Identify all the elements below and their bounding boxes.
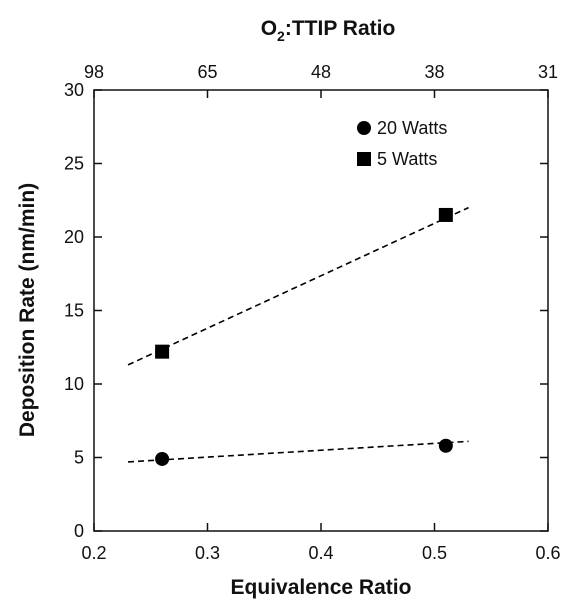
y-tick-label: 20 bbox=[64, 227, 84, 247]
y-tick-label: 10 bbox=[64, 374, 84, 394]
fit-line-5-watts bbox=[127, 206, 469, 366]
legend-marker-20-watts bbox=[357, 121, 371, 135]
top-tick-label: 65 bbox=[197, 62, 217, 82]
x-axis-title: Equivalence Ratio bbox=[231, 576, 412, 599]
x-tick-label: 0.5 bbox=[422, 543, 447, 563]
y-tick-label: 0 bbox=[74, 521, 84, 541]
y-axis-title: Deposition Rate (nm/min) bbox=[16, 183, 39, 437]
top-tick-label: 48 bbox=[311, 62, 331, 82]
marker-20-watts bbox=[438, 438, 453, 453]
y-tick-label: 5 bbox=[74, 448, 84, 468]
top-axis-title: O2:TTIP Ratio bbox=[261, 17, 396, 44]
top-tick-label: 98 bbox=[84, 62, 104, 82]
legend-marker-5-watts bbox=[357, 152, 371, 166]
x-tick-label: 0.2 bbox=[81, 543, 106, 563]
top-tick-label: 31 bbox=[538, 62, 558, 82]
x-tick-label: 0.6 bbox=[535, 543, 560, 563]
y-tick-label: 25 bbox=[64, 154, 84, 174]
legend-label-5-watts: 5 Watts bbox=[377, 149, 437, 169]
x-tick-label: 0.4 bbox=[308, 543, 333, 563]
legend: 20 Watts 5 Watts bbox=[357, 118, 447, 169]
marker-5-watts bbox=[155, 344, 170, 359]
y-tick-label: 30 bbox=[64, 80, 84, 100]
top-tick-label: 38 bbox=[424, 62, 444, 82]
data-markers bbox=[155, 207, 453, 466]
x-tick-label: 0.3 bbox=[195, 543, 220, 563]
marker-5-watts bbox=[438, 207, 453, 222]
legend-label-20-watts: 20 Watts bbox=[377, 118, 447, 138]
fit-line-20-watts bbox=[128, 440, 469, 463]
marker-20-watts bbox=[155, 451, 170, 466]
fit-lines bbox=[127, 206, 469, 463]
y-tick-label: 15 bbox=[64, 301, 84, 321]
